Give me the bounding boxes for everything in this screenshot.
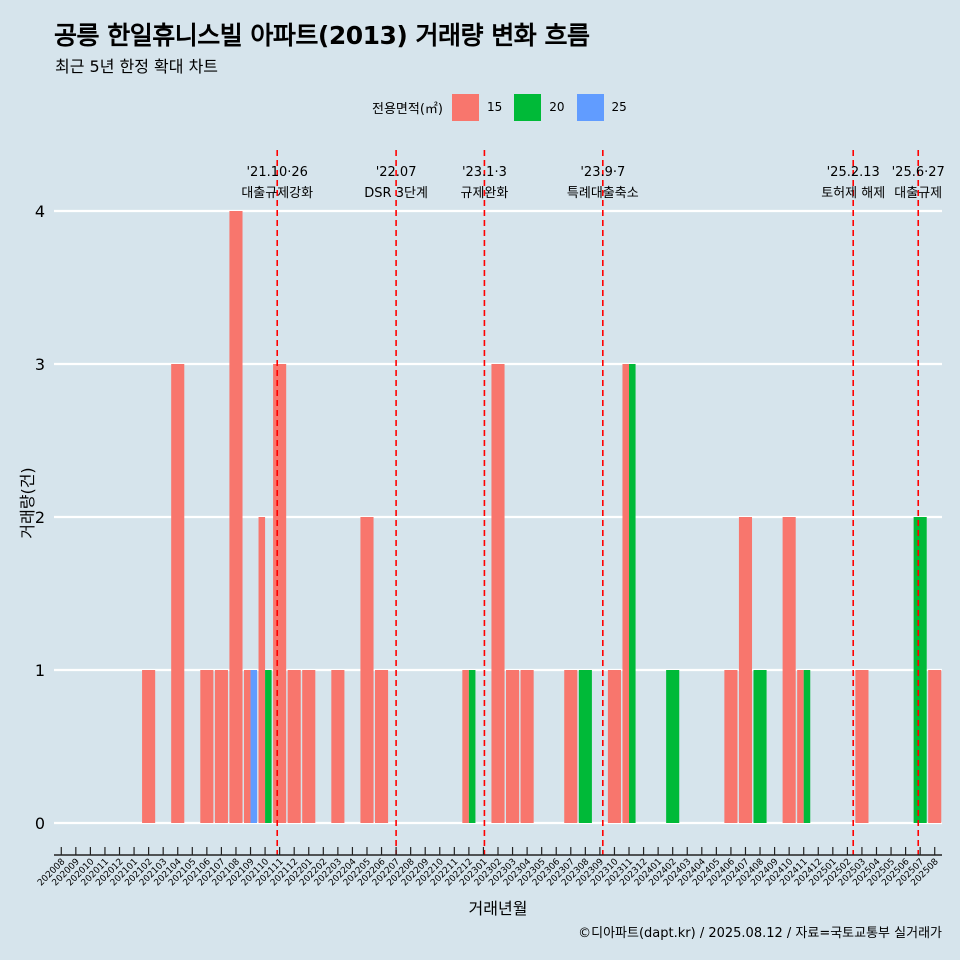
bar-202112-15: [287, 670, 301, 823]
bar-202110-20: [265, 670, 272, 823]
legend-swatch-20: [514, 93, 542, 121]
bar-202303-15: [506, 670, 520, 823]
bar-202109-25: [250, 670, 258, 823]
legend-item-20: 20: [514, 93, 570, 121]
event-name-label: 대출규제: [894, 186, 942, 201]
bar-202205-15: [360, 517, 374, 823]
bar-202102-15: [142, 670, 156, 823]
bar-202408-20: [753, 670, 767, 823]
bar-202203-15: [331, 670, 345, 823]
legend-label-25: 25: [611, 100, 627, 114]
bar-202212-20: [468, 670, 476, 823]
bar-202508-15: [928, 670, 942, 823]
y-axis-label: 거래량(건): [18, 467, 37, 538]
bar-202402-20: [666, 670, 680, 823]
source-caption: ©디아파트(dapt.kr) / 2025.08.12 / 자료=국토교통부 실…: [578, 926, 942, 941]
bar-202111-15: [273, 364, 287, 823]
legend-label-20: 20: [549, 100, 565, 114]
bar-202310-15: [607, 670, 622, 823]
bar-202503-15: [855, 670, 869, 823]
legend-swatch-15: [451, 93, 479, 121]
bar-202201-15: [302, 670, 316, 823]
bar-202307-15: [564, 670, 578, 823]
event-annotations: '21.10·26 대출규제강화 '22.07 DSR 3단계 '23.1·3 규제완화 '…: [241, 150, 945, 855]
bar-202106-15: [200, 670, 214, 823]
chart-subtitle: 최근 5년 한정 확대 차트: [55, 57, 219, 76]
legend-swatch-25: [576, 93, 604, 121]
y-tick-label: 4: [35, 202, 45, 221]
event-name-label: 대출규제강화: [241, 186, 313, 201]
legend: 전용면적(㎡) 15 20 25: [372, 93, 639, 121]
y-tick-label: 1: [35, 661, 45, 680]
bar-202107-15: [214, 670, 228, 823]
legend-item-15: 15: [451, 93, 508, 121]
legend-item-25: 25: [576, 93, 633, 121]
event-date-label: '25.2.13: [827, 165, 880, 180]
event-name-label: 특례대출축소: [567, 186, 639, 201]
y-tick-label: 3: [35, 355, 45, 374]
bar-202411-20: [803, 670, 811, 823]
bar-202311-15: [622, 364, 630, 823]
y-tick-label: 0: [35, 814, 45, 833]
bar-202109-15: [243, 670, 251, 823]
bar-202410-15: [782, 517, 796, 823]
axes: 2020082020092020102020112020122021012021…: [36, 847, 942, 888]
bar-202507-20: [913, 517, 927, 823]
event-name-label: 규제완화: [460, 186, 508, 201]
y-tick-label: 2: [35, 508, 45, 527]
legend-title: 전용면적(㎡): [372, 101, 443, 117]
bar-202206-15: [374, 670, 389, 823]
event-date-label: '25.6·27: [892, 165, 945, 180]
bar-202104-15: [171, 364, 185, 823]
x-axis-label: 거래년월: [469, 899, 528, 918]
event-name-label: DSR 3단계: [364, 186, 428, 201]
bar-202302-15: [491, 364, 505, 823]
event-date-label: '22.07: [376, 165, 417, 180]
chart-title: 공릉 한일휴니스빌 아파트(2013) 거래량 변화 흐름: [54, 21, 590, 50]
bar-202406-15: [724, 670, 738, 823]
event-date-label: '23.1·3: [462, 165, 507, 180]
legend-label-15: 15: [486, 100, 503, 114]
bars: [142, 211, 942, 823]
bar-202304-15: [520, 670, 534, 823]
event-date-label: '21.10·26: [246, 165, 307, 180]
bar-202108-15: [229, 211, 243, 823]
bar-202212-15: [462, 670, 469, 823]
bar-202308-20: [578, 670, 592, 823]
bar-202311-20: [629, 364, 636, 823]
event-date-label: '23.9·7: [580, 165, 625, 180]
event-name-label: 토허제 해제: [821, 186, 885, 201]
bar-202110-15: [258, 517, 266, 823]
bar-202411-15: [797, 670, 804, 823]
bar-202407-15: [738, 517, 753, 823]
